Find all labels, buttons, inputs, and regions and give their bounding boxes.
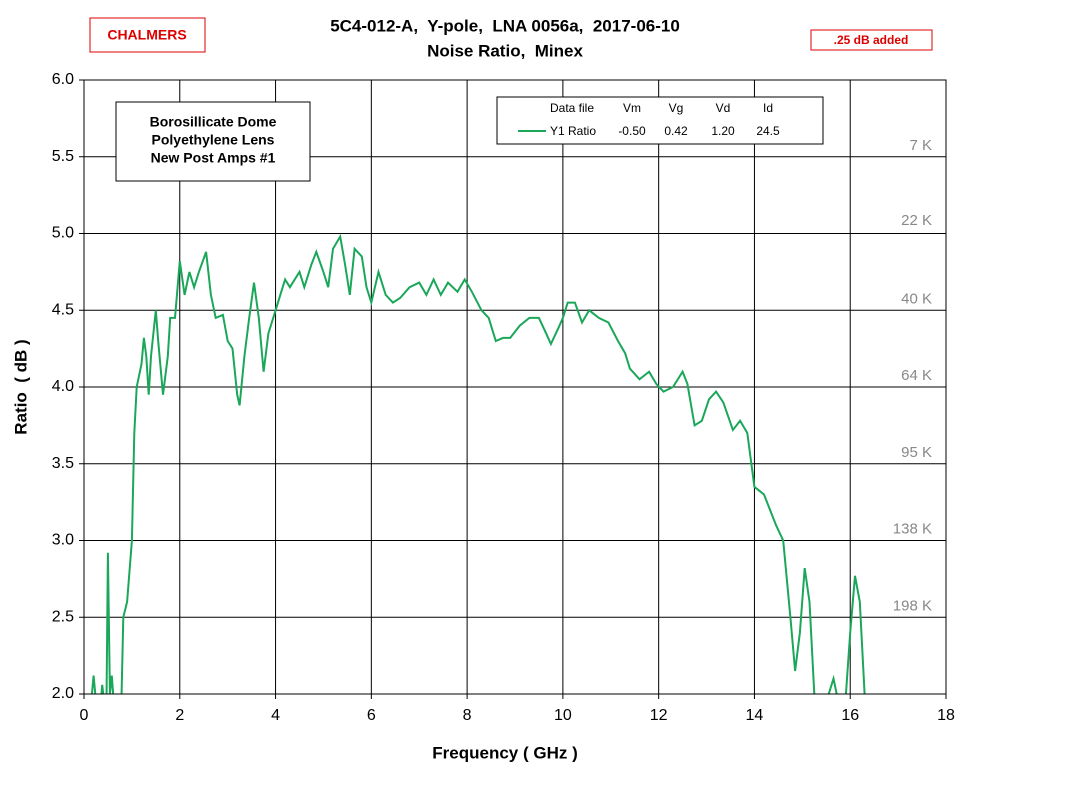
x-tick-label: 12 — [650, 707, 668, 724]
y-tick-label: 6.0 — [52, 71, 74, 88]
x-tick-label: 6 — [367, 707, 376, 724]
x-tick-label: 4 — [271, 707, 280, 724]
plot-border — [83, 79, 947, 695]
note-box — [810, 29, 933, 51]
logo: CHALMERS — [107, 27, 186, 43]
y-tick-label: 3.5 — [52, 455, 74, 472]
right-label: 22 K — [901, 212, 932, 229]
y-tick-label: 5.0 — [52, 225, 74, 242]
right-label: 138 K — [893, 521, 932, 538]
y-axis-label: Ratio ( dB ) — [11, 339, 30, 434]
text-box-line: New Post Amps #1 — [151, 150, 276, 166]
x-tick-label: 8 — [463, 707, 472, 724]
y-tick-label: 4.5 — [52, 301, 74, 318]
legend-value: 1.20 — [711, 124, 735, 138]
right-label: 64 K — [901, 367, 932, 384]
legend-value: 0.42 — [664, 124, 688, 138]
y-tick-label: 2.5 — [52, 608, 74, 625]
chart-subtitle: Noise Ratio, Minex — [427, 41, 583, 60]
data-line — [90, 233, 866, 694]
x-tick-label: 18 — [937, 707, 955, 724]
text-box-line: Borosillicate Dome — [150, 114, 277, 130]
chart-title: 5C4-012-A, Y-pole, LNA 0056a, 2017-06-10 — [330, 16, 680, 35]
right-label: 198 K — [893, 597, 932, 614]
text-box — [115, 101, 311, 182]
legend-entry: Y1 Ratio — [550, 124, 596, 138]
logo-box — [89, 17, 206, 53]
legend-header: Vg — [669, 101, 684, 115]
right-label: 95 K — [901, 444, 932, 461]
y-tick-label: 4.0 — [52, 378, 74, 395]
legend-header: Vm — [623, 101, 641, 115]
x-tick-label: 14 — [746, 707, 764, 724]
x-axis-label: Frequency ( GHz ) — [432, 743, 577, 762]
right-label: 40 K — [901, 290, 932, 307]
x-tick-label: 2 — [175, 707, 184, 724]
legend-header: Vd — [716, 101, 731, 115]
legend-header: Data file — [550, 101, 594, 115]
x-tick-label: 16 — [841, 707, 859, 724]
note: .25 dB added — [834, 33, 909, 47]
right-label: 7 K — [909, 137, 932, 154]
legend-value: 24.5 — [756, 124, 780, 138]
x-tick-label: 0 — [80, 707, 89, 724]
y-tick-label: 5.5 — [52, 148, 74, 165]
text-box-line: Polyethylene Lens — [152, 132, 275, 148]
y-tick-label: 3.0 — [52, 532, 74, 549]
y-tick-label: 2.0 — [52, 685, 74, 702]
legend — [496, 96, 824, 145]
x-tick-label: 10 — [554, 707, 572, 724]
legend-header: Id — [763, 101, 773, 115]
legend-value: -0.50 — [618, 124, 646, 138]
